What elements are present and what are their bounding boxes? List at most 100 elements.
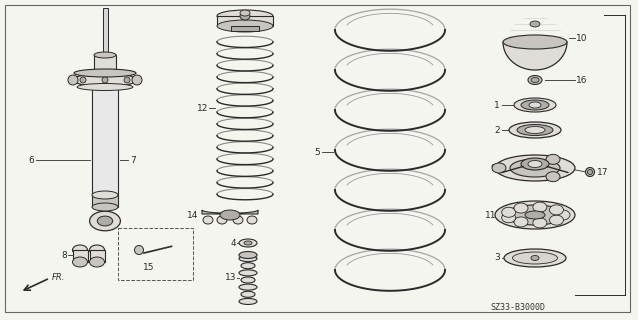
Ellipse shape [239, 256, 257, 262]
Ellipse shape [514, 203, 528, 213]
Ellipse shape [89, 211, 121, 231]
Ellipse shape [74, 73, 136, 87]
Bar [217, 16, 273, 26]
Ellipse shape [217, 10, 273, 22]
Ellipse shape [533, 218, 547, 228]
Ellipse shape [217, 20, 273, 32]
Ellipse shape [586, 167, 595, 177]
Text: 8: 8 [61, 251, 67, 260]
Text: 3: 3 [494, 253, 500, 262]
Ellipse shape [514, 98, 556, 112]
Ellipse shape [89, 257, 105, 267]
Bar [118, 228, 193, 280]
Text: 7: 7 [130, 156, 136, 164]
Ellipse shape [89, 245, 105, 255]
Bar [73, 250, 87, 262]
Ellipse shape [241, 291, 255, 297]
Text: 9: 9 [490, 164, 496, 172]
Ellipse shape [504, 249, 566, 267]
Ellipse shape [74, 69, 136, 77]
Ellipse shape [240, 12, 250, 20]
Ellipse shape [241, 277, 255, 283]
Circle shape [124, 77, 130, 83]
Ellipse shape [529, 102, 541, 108]
Ellipse shape [239, 239, 257, 247]
Ellipse shape [247, 216, 257, 224]
Ellipse shape [92, 191, 118, 199]
Bar [103, 8, 107, 55]
Circle shape [80, 77, 86, 83]
Ellipse shape [510, 159, 560, 177]
Ellipse shape [549, 205, 563, 215]
Bar [94, 55, 116, 73]
Ellipse shape [525, 126, 545, 133]
Ellipse shape [92, 203, 118, 211]
Text: 4: 4 [230, 238, 236, 247]
Text: 17: 17 [597, 167, 609, 177]
Ellipse shape [239, 284, 257, 290]
Ellipse shape [521, 100, 549, 110]
Ellipse shape [73, 245, 87, 255]
Ellipse shape [492, 163, 506, 173]
Ellipse shape [501, 213, 516, 223]
Bar [92, 87, 118, 195]
Ellipse shape [546, 172, 560, 182]
Ellipse shape [512, 252, 558, 264]
Ellipse shape [521, 158, 549, 170]
Ellipse shape [94, 70, 116, 76]
Ellipse shape [233, 216, 243, 224]
Ellipse shape [77, 84, 133, 91]
Ellipse shape [514, 217, 528, 227]
Ellipse shape [203, 216, 213, 224]
Ellipse shape [241, 263, 255, 269]
Ellipse shape [132, 75, 142, 85]
Ellipse shape [505, 205, 565, 225]
Ellipse shape [239, 252, 257, 259]
Ellipse shape [528, 76, 542, 84]
Text: 13: 13 [225, 274, 236, 283]
Ellipse shape [239, 270, 257, 276]
Ellipse shape [220, 210, 240, 220]
Ellipse shape [94, 52, 116, 58]
Ellipse shape [239, 298, 257, 304]
Ellipse shape [588, 170, 593, 174]
Ellipse shape [240, 10, 250, 16]
Bar [92, 195, 118, 207]
Ellipse shape [531, 255, 539, 260]
Circle shape [102, 77, 108, 83]
Text: 5: 5 [315, 148, 320, 156]
Ellipse shape [217, 216, 227, 224]
Text: 12: 12 [197, 103, 208, 113]
Ellipse shape [517, 124, 553, 135]
Ellipse shape [244, 241, 252, 245]
Ellipse shape [135, 245, 144, 254]
Ellipse shape [530, 21, 540, 27]
Ellipse shape [528, 161, 542, 167]
Ellipse shape [533, 202, 547, 212]
Text: 1: 1 [494, 100, 500, 109]
Text: 16: 16 [576, 76, 588, 84]
Polygon shape [503, 42, 567, 70]
Ellipse shape [495, 155, 575, 181]
Bar [89, 250, 105, 262]
Bar [231, 26, 259, 31]
Text: 11: 11 [484, 211, 496, 220]
Polygon shape [202, 210, 258, 214]
Text: SZ33-B3000D: SZ33-B3000D [490, 303, 545, 313]
Ellipse shape [525, 211, 545, 219]
Ellipse shape [73, 257, 87, 267]
Ellipse shape [531, 77, 539, 83]
Text: 15: 15 [143, 263, 154, 273]
Ellipse shape [98, 216, 113, 226]
Ellipse shape [546, 154, 560, 164]
Text: 2: 2 [494, 125, 500, 134]
Ellipse shape [503, 35, 567, 49]
Text: 14: 14 [187, 211, 198, 220]
Text: 10: 10 [576, 34, 588, 43]
Ellipse shape [501, 207, 516, 217]
Ellipse shape [556, 210, 570, 220]
Ellipse shape [549, 215, 563, 225]
Ellipse shape [68, 75, 78, 85]
Text: FR.: FR. [52, 273, 65, 282]
Ellipse shape [495, 201, 575, 229]
